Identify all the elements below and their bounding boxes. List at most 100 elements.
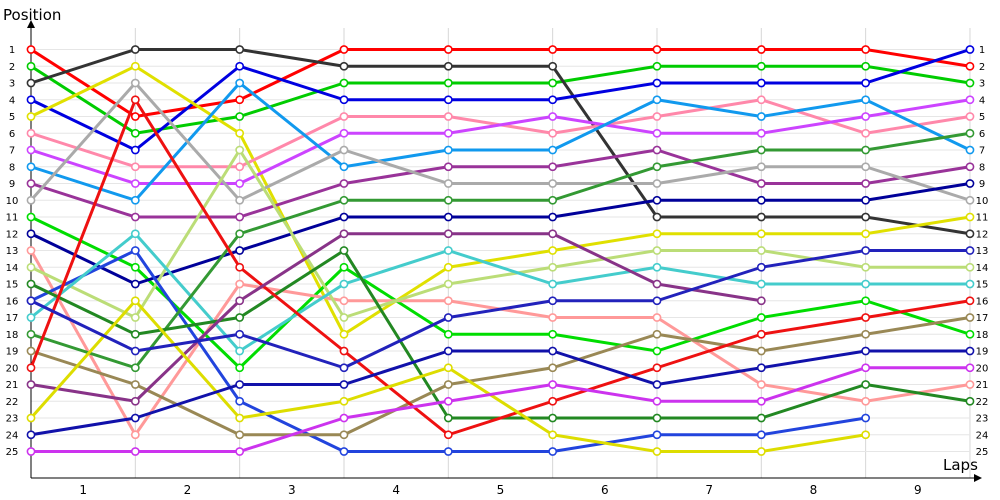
y-tick-label-left: 22 <box>6 397 19 408</box>
x-tick-labels: 1 2 3 4 5 6 7 8 9 <box>79 483 921 497</box>
series-point <box>548 61 558 71</box>
series-point <box>339 128 349 138</box>
series-point <box>26 363 36 373</box>
y-tick-label-left: 4 <box>9 95 15 106</box>
series-point <box>756 112 766 121</box>
series-point <box>130 128 140 138</box>
series-point <box>652 61 662 71</box>
series-point <box>443 380 453 389</box>
series-point <box>339 262 349 272</box>
series-point <box>339 313 349 322</box>
series-point <box>130 363 140 373</box>
y-tick-label-right: 13 <box>976 246 989 257</box>
series-point <box>965 162 975 172</box>
y-tick-label-right: 19 <box>976 347 989 358</box>
series-line <box>29 98 972 185</box>
series-point <box>26 195 36 205</box>
series-point <box>130 279 140 289</box>
series-point <box>756 61 766 71</box>
series-point <box>756 396 766 406</box>
series-point <box>756 145 766 155</box>
series-point <box>235 45 245 54</box>
series-line <box>29 182 972 286</box>
y-tick-label-right: 15 <box>976 280 989 291</box>
series-point <box>652 45 662 54</box>
series-point <box>130 145 140 155</box>
y-tick-label-left: 15 <box>6 280 19 291</box>
series-point <box>965 179 975 188</box>
series-line <box>29 148 972 219</box>
series-point <box>130 430 140 440</box>
series-point <box>756 229 766 239</box>
series-point <box>26 162 36 172</box>
series-point <box>235 61 245 71</box>
series-line <box>29 81 972 202</box>
x-tick-label: 5 <box>497 483 505 497</box>
series-point <box>965 95 975 105</box>
series-point <box>26 447 36 456</box>
series-point <box>548 413 558 423</box>
y-tick-label-left: 16 <box>6 296 19 307</box>
y-tick-label-left: 14 <box>6 263 19 274</box>
y-tick-label-left: 2 <box>9 62 15 73</box>
y-tick-label-left: 25 <box>6 447 19 458</box>
series-point <box>861 45 871 54</box>
series-point <box>235 296 245 306</box>
series-point <box>965 396 975 406</box>
series-point <box>235 363 245 373</box>
series-point <box>861 380 871 389</box>
x-axis-label: Laps <box>943 456 978 474</box>
series-point <box>652 380 662 389</box>
series-point <box>235 145 245 155</box>
x-tick-label: 3 <box>288 483 296 497</box>
y-tick-label-left: 5 <box>9 112 15 123</box>
series-point <box>861 430 871 440</box>
series-point <box>130 112 140 121</box>
y-tick-label-right: 5 <box>979 112 985 123</box>
series-point <box>443 112 453 121</box>
series-point <box>339 329 349 339</box>
series-point <box>130 346 140 356</box>
series-point <box>548 145 558 155</box>
series-point <box>235 212 245 222</box>
series-point <box>652 447 662 456</box>
series-point <box>548 212 558 222</box>
y-tick-label-left: 8 <box>9 162 15 173</box>
series-point <box>861 329 871 339</box>
series-point <box>548 128 558 138</box>
series-point <box>652 179 662 188</box>
y-tick-label-left: 13 <box>6 246 19 257</box>
series-point <box>26 430 36 440</box>
series-point <box>861 396 871 406</box>
series-point <box>339 430 349 440</box>
y-tick-label-right: 11 <box>976 213 989 224</box>
series-point <box>652 329 662 339</box>
series-point <box>339 61 349 71</box>
series-point <box>861 262 871 272</box>
y-tick-label-left: 23 <box>6 414 19 425</box>
series-point <box>652 229 662 239</box>
series-point <box>26 329 36 339</box>
y-tick-labels-left: 1234567891011121314151617181920212223242… <box>6 45 19 458</box>
series-point <box>861 212 871 222</box>
series-point <box>443 296 453 306</box>
series-point <box>756 95 766 105</box>
series-point <box>443 413 453 423</box>
y-tick-label-left: 1 <box>9 45 15 56</box>
series-point <box>339 396 349 406</box>
y-axis-arrow-icon <box>27 20 35 28</box>
series-point <box>235 447 245 456</box>
series-point <box>861 229 871 239</box>
series-point <box>548 162 558 172</box>
series-point <box>652 413 662 423</box>
series-point <box>861 313 871 322</box>
series-point <box>130 78 140 88</box>
series-point <box>756 246 766 255</box>
y-tick-label-right: 16 <box>976 296 989 307</box>
series-point <box>339 246 349 255</box>
series-point <box>548 78 558 88</box>
series-point <box>130 61 140 71</box>
series-point <box>235 128 245 138</box>
series-point <box>652 128 662 138</box>
